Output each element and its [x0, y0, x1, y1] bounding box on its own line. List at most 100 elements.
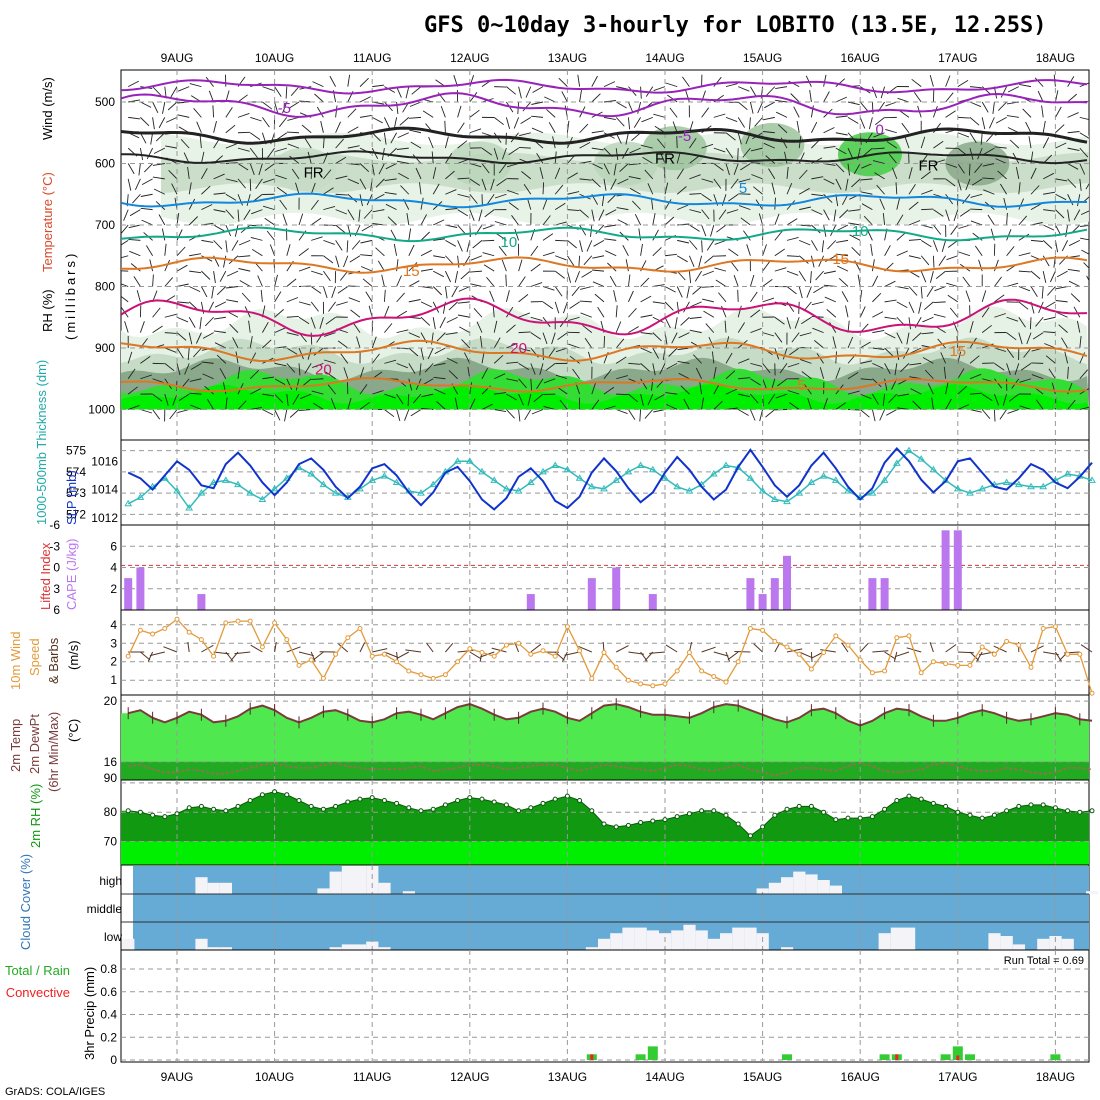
wind10m-barb — [286, 646, 301, 653]
wind-barb — [762, 332, 775, 337]
wind-barb — [690, 341, 702, 349]
wind-barb — [969, 101, 982, 108]
wind-barb — [811, 209, 823, 216]
wind-barb — [165, 116, 178, 123]
wind-barb — [1067, 399, 1076, 410]
wind-barb — [628, 176, 641, 180]
wind-barb — [677, 239, 689, 244]
date-tick-label: 16AUG — [841, 1070, 880, 1084]
wind-barb — [995, 116, 1007, 124]
wind-barb — [143, 163, 153, 173]
wind-barb — [1042, 240, 1053, 249]
wind-barb — [201, 239, 214, 243]
wind10m-barb — [405, 649, 422, 653]
wind-barb — [603, 405, 616, 410]
cloud-low-bar — [219, 947, 232, 950]
wind-barb — [351, 240, 361, 250]
wind-barb — [518, 294, 529, 303]
wind-barb — [847, 116, 859, 124]
wind-barb — [522, 101, 532, 112]
wind-barb — [335, 175, 348, 180]
wind-speed-point — [735, 659, 741, 665]
date-tick-label: 12AUG — [450, 1070, 489, 1084]
wind-barb — [384, 323, 393, 333]
wind-barb — [718, 209, 727, 220]
wind-barb — [216, 286, 227, 296]
rh-blob — [642, 126, 707, 171]
wind-barb — [448, 301, 458, 311]
wind-barb — [676, 168, 684, 180]
wind-barb — [994, 347, 1007, 352]
wind-barb — [190, 404, 202, 410]
wind-barb — [195, 332, 202, 344]
rh2m-point — [577, 798, 583, 803]
wind-barb — [274, 409, 281, 421]
wind-barb — [921, 332, 934, 335]
wind-barb — [396, 101, 399, 114]
wind-barb — [872, 347, 885, 350]
wind-barb — [433, 238, 446, 241]
wind10m-barb — [727, 651, 739, 661]
wind-barb — [1018, 332, 1023, 345]
wind-barb — [176, 229, 183, 241]
wind-barb — [278, 117, 288, 128]
rh2m-point — [125, 808, 131, 814]
wind-barb — [886, 141, 898, 149]
wind-speed-point — [1065, 651, 1071, 657]
wind-barb — [133, 276, 141, 287]
wind-barb — [872, 362, 884, 369]
wind-barb — [610, 178, 617, 190]
wind-barb — [390, 132, 397, 144]
wind-barb — [554, 202, 566, 211]
wind-barb — [664, 301, 674, 311]
wind-barb — [378, 163, 385, 175]
wind-barb — [359, 178, 367, 190]
wind-barb — [787, 390, 800, 395]
wind-barb — [274, 291, 282, 303]
wind-barb — [730, 261, 739, 272]
wind-barb — [629, 188, 641, 195]
wind-barb — [738, 205, 751, 211]
wind-barb — [617, 178, 629, 185]
cape-bar — [746, 578, 755, 610]
wind-barb — [860, 393, 872, 400]
wind-barb — [933, 159, 945, 164]
wind-barb — [187, 166, 190, 179]
wind-barb — [1092, 358, 1100, 364]
wind-barb — [957, 178, 962, 191]
rh2m-point — [211, 806, 217, 812]
cloud-low-bar — [207, 947, 220, 950]
wind-barb — [921, 208, 934, 211]
wind-barb — [871, 275, 879, 287]
wind-barb — [664, 253, 677, 257]
precip-total-bar — [1050, 1054, 1061, 1060]
wind-barb — [616, 207, 629, 211]
wind-barb — [161, 228, 166, 241]
thickness-point — [917, 455, 926, 462]
wind-barb — [199, 317, 202, 330]
wind-barb — [835, 402, 846, 410]
wind-barb — [398, 172, 410, 180]
cape-bar — [880, 578, 889, 610]
wind-barb — [671, 332, 678, 344]
wind-speed-point — [1028, 664, 1034, 670]
y-tick-label: -6 — [49, 518, 60, 532]
rh2m-point — [1040, 802, 1046, 808]
thickness-point — [892, 459, 901, 466]
wind-barb — [494, 392, 507, 395]
cloud-low-bar — [878, 933, 891, 950]
wind-speed-point — [491, 653, 497, 659]
wind-barb — [128, 404, 140, 410]
wind-barb — [644, 169, 654, 180]
wind-barb — [750, 378, 761, 386]
wind-barb — [857, 274, 861, 287]
wind10m-barb — [149, 651, 165, 657]
wind-barb — [644, 409, 654, 419]
wind-barb — [298, 363, 301, 376]
date-tick-label: 12AUG — [450, 51, 489, 65]
y-tick-label: 575 — [66, 444, 86, 458]
wind-barb — [146, 245, 153, 256]
wind-barb — [823, 127, 835, 134]
wind-barb — [274, 327, 286, 334]
